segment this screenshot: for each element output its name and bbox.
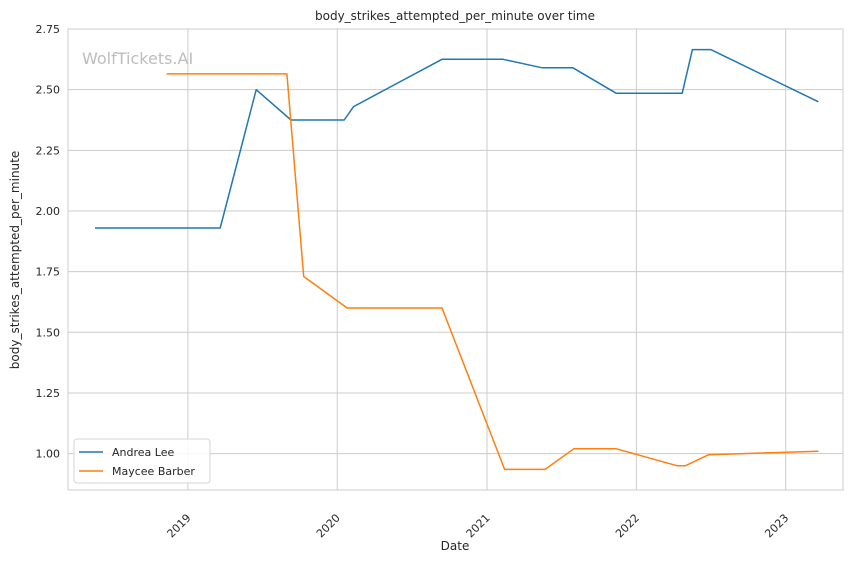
legend-label-andrea-lee: Andrea Lee (112, 446, 174, 459)
y-tick-label: 2.75 (36, 23, 61, 36)
y-tick-label: 2.25 (36, 144, 61, 157)
y-tick-label: 2.00 (36, 205, 61, 218)
y-tick-label: 1.75 (36, 266, 61, 279)
plot-area (68, 29, 843, 490)
legend-box (73, 438, 211, 484)
y-tick-label: 1.50 (36, 326, 61, 339)
watermark: WolfTickets.AI (82, 49, 193, 68)
series-line-andrea-lee (95, 48, 819, 229)
series-layer (95, 48, 819, 471)
y-axis-label: body_strikes_attempted_per_minute (8, 151, 22, 369)
legend-label-maycee-barber: Maycee Barber (112, 465, 195, 478)
chart-title: body_strikes_attempted_per_minute over t… (315, 9, 595, 23)
y-tick-label: 1.00 (36, 448, 61, 461)
legend: Andrea Lee Maycee Barber (73, 438, 211, 484)
y-tick-label: 1.25 (36, 387, 61, 400)
plot-frame (67, 28, 844, 491)
series-line-maycee-barber (166, 73, 819, 471)
y-tick-label: 2.50 (36, 84, 61, 97)
x-axis-label: Date (441, 539, 470, 553)
